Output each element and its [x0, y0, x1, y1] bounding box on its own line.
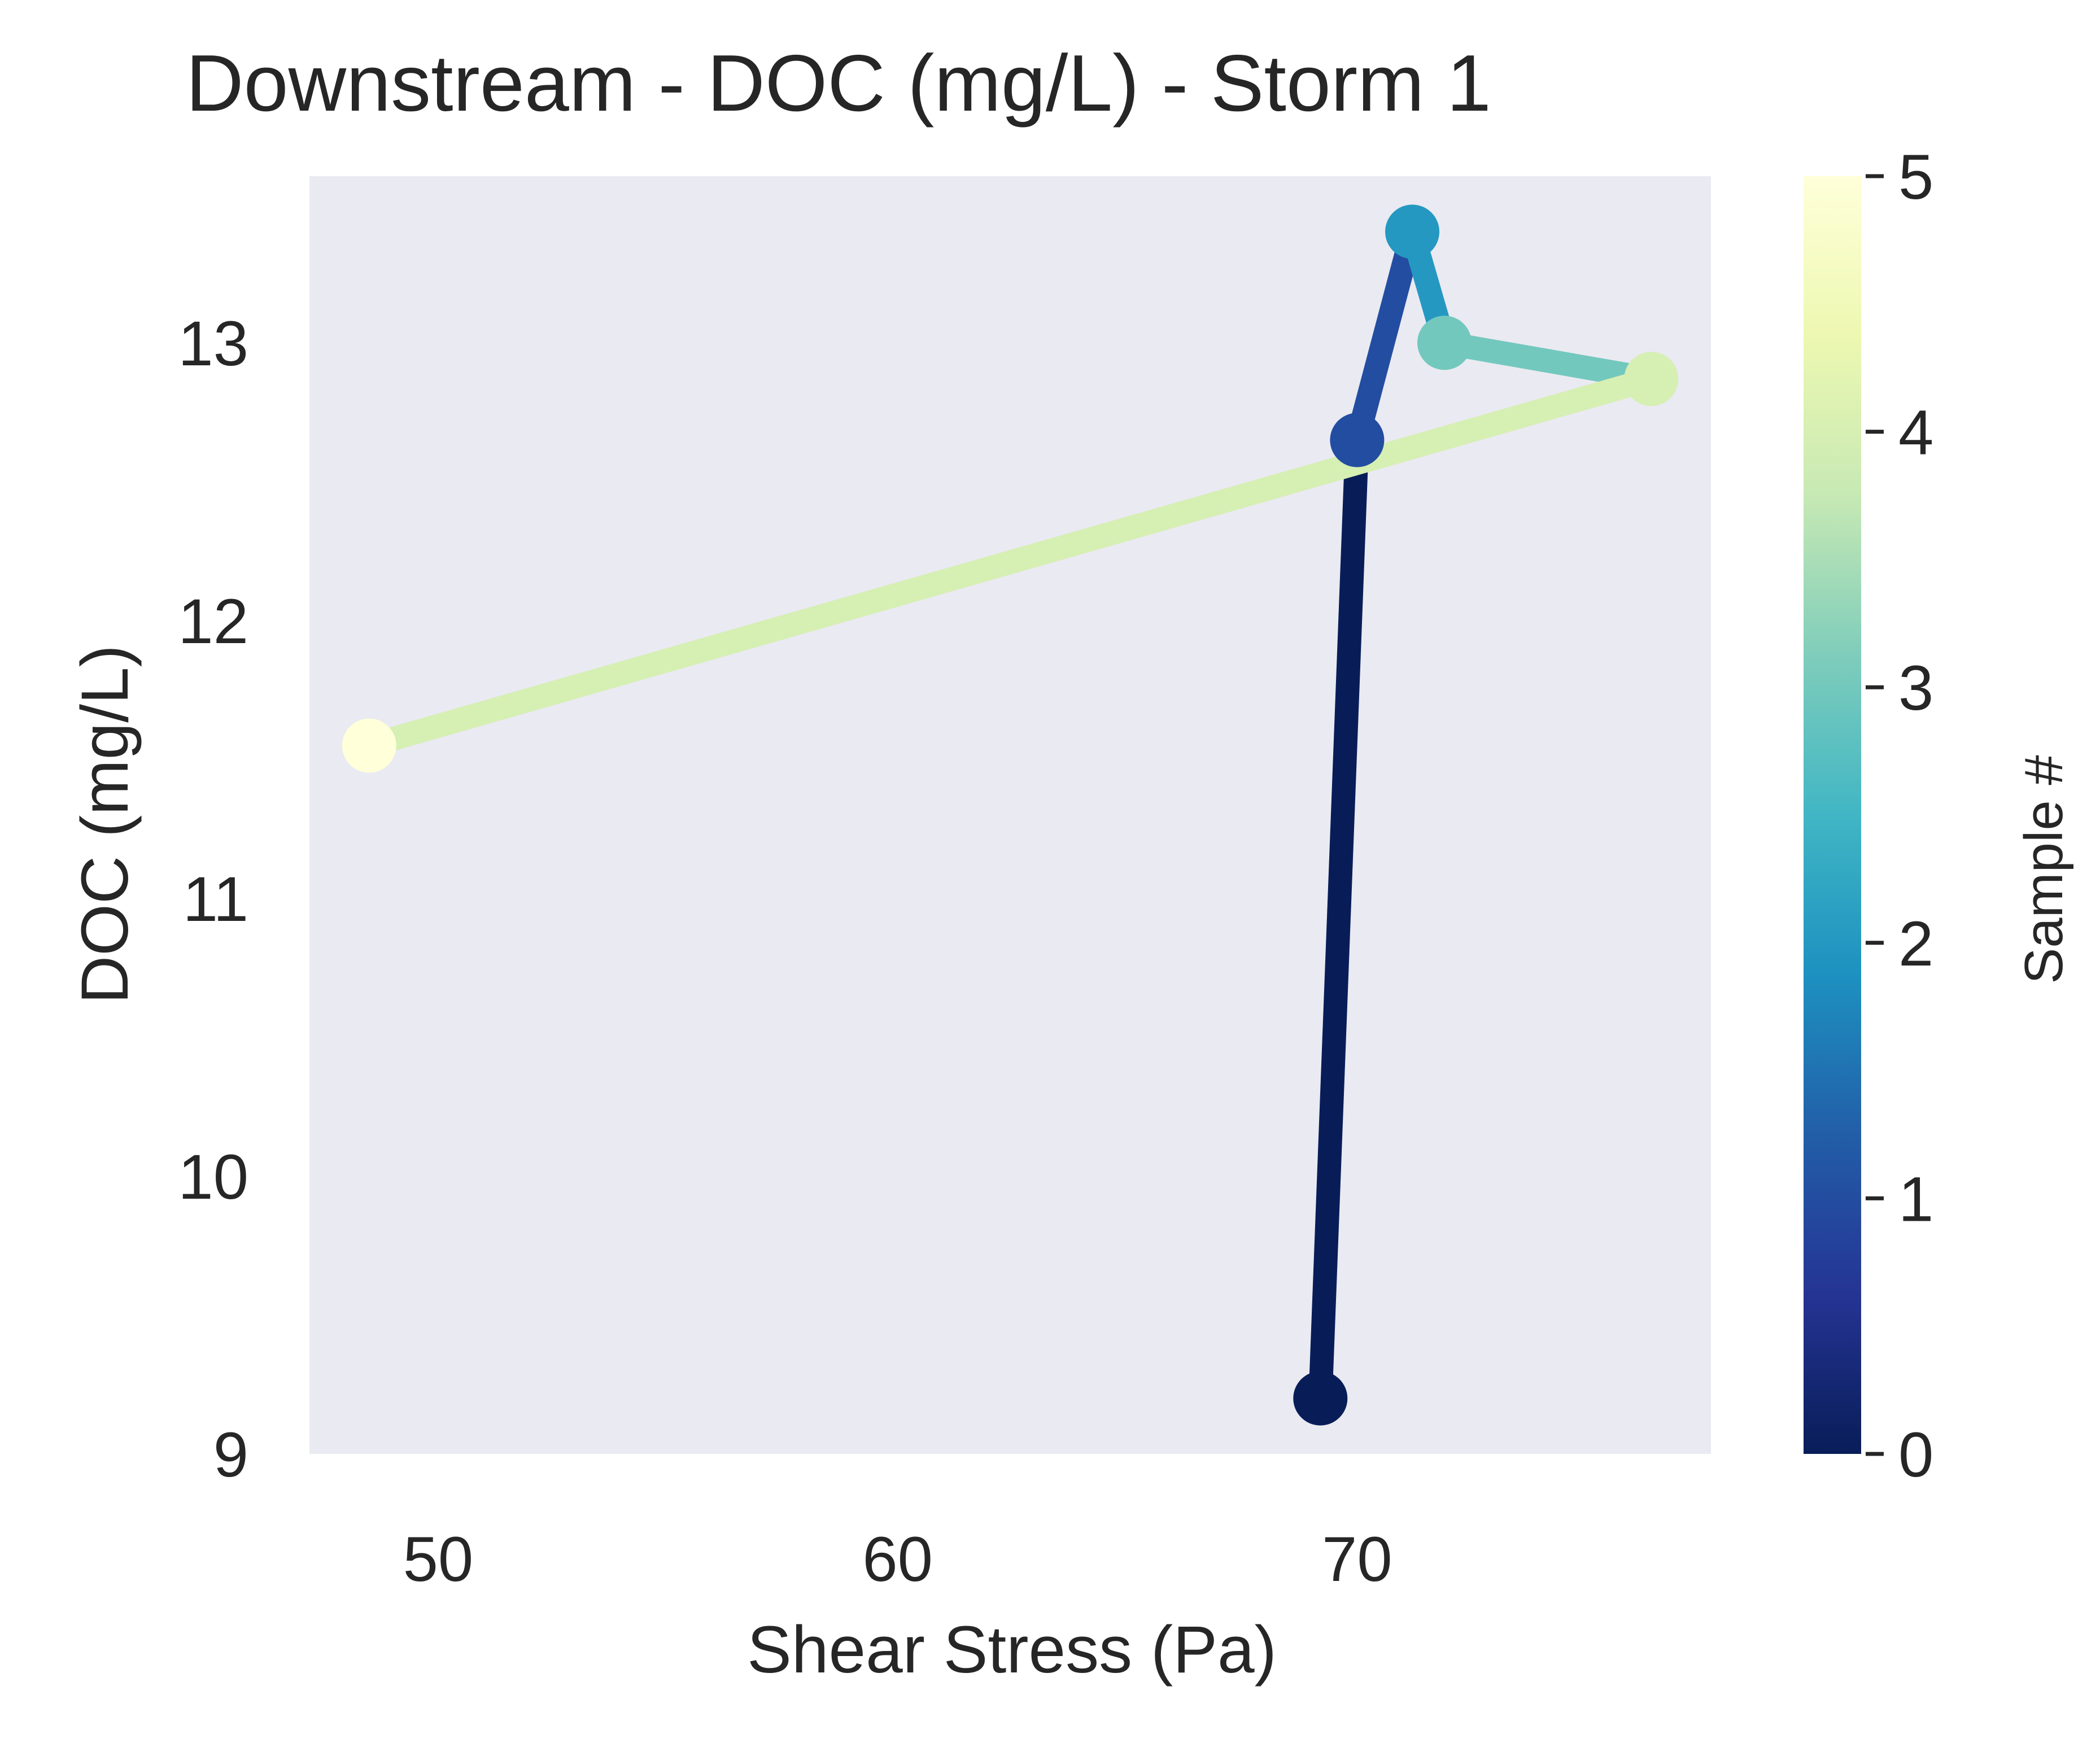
series-segment — [366, 367, 1654, 757]
y-tick-label: 11 — [183, 864, 248, 934]
colorbar-tick-label: 1 — [1898, 1164, 1933, 1234]
series-segment — [1308, 439, 1369, 1399]
plot-area — [309, 176, 1711, 1454]
colorbar-tick-label: 3 — [1898, 653, 1933, 723]
colorbar-tick-label: 5 — [1898, 142, 1933, 212]
y-tick-label: 10 — [178, 1142, 248, 1212]
y-axis-label: DOC (mg/L) — [68, 645, 142, 1004]
series-segment — [1442, 331, 1653, 391]
chart-title: Downstream - DOC (mg/L) - Storm 1 — [186, 38, 1491, 128]
y-tick-label: 9 — [213, 1419, 248, 1490]
colorbar — [1804, 176, 1861, 1454]
x-tick-label: 60 — [862, 1524, 933, 1595]
colorbar-tick-label: 2 — [1898, 908, 1933, 979]
x-axis-label: Shear Stress (Pa) — [747, 1613, 1277, 1687]
y-tick-label: 13 — [178, 308, 248, 379]
y-axis-ticks: 9 10 11 12 13 — [178, 308, 248, 1490]
data-point — [342, 718, 396, 773]
x-tick-label: 70 — [1322, 1524, 1392, 1595]
colorbar-label: Sample # — [2014, 755, 2074, 984]
data-point — [1624, 352, 1679, 407]
x-axis-ticks: 50 60 70 — [403, 1524, 1392, 1595]
x-tick-label: 50 — [403, 1524, 474, 1595]
series-segment — [1346, 229, 1424, 443]
colorbar-ticks: 0 1 2 3 4 5 — [1866, 142, 1933, 1490]
y-tick-label: 12 — [178, 586, 248, 657]
data-point — [1385, 204, 1440, 259]
data-point — [1417, 316, 1472, 370]
data-point — [1293, 1371, 1348, 1426]
data-point — [1330, 413, 1385, 468]
colorbar-tick-label: 4 — [1898, 397, 1933, 468]
series-points — [342, 204, 1679, 1426]
colorbar-tick-label: 0 — [1898, 1419, 1933, 1490]
